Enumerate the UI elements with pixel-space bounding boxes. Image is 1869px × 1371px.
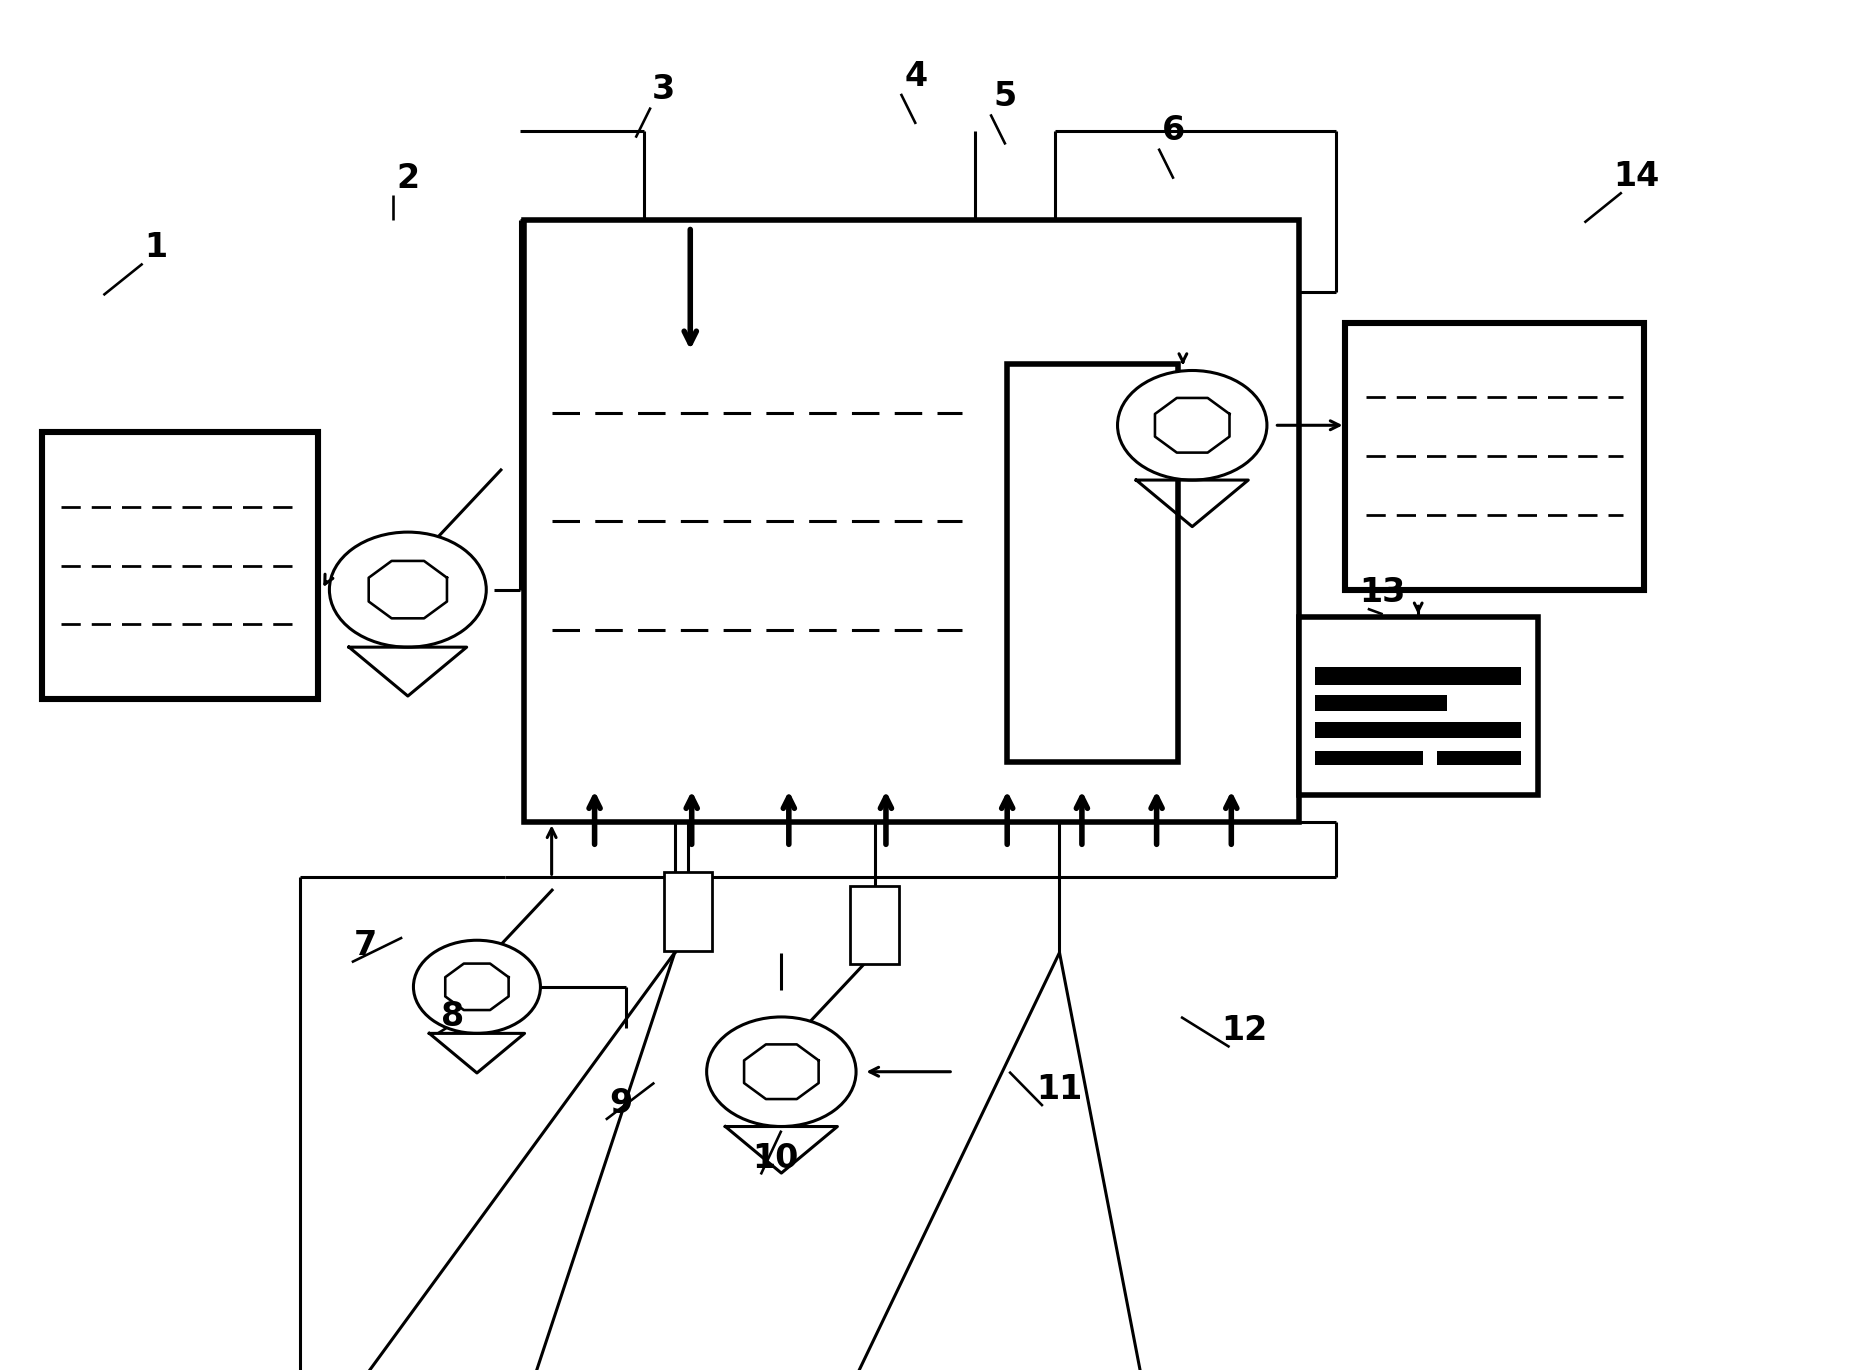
Text: 3: 3 [652, 73, 675, 106]
Text: 12: 12 [1222, 1015, 1267, 1047]
Text: 6: 6 [1163, 114, 1185, 147]
Text: 13: 13 [1359, 576, 1405, 609]
Text: 8: 8 [441, 1001, 464, 1034]
Text: 10: 10 [753, 1142, 798, 1175]
Text: 4: 4 [905, 59, 927, 92]
Bar [523, 219, 1299, 823]
Text: 9: 9 [609, 1087, 632, 1120]
Bar [1299, 617, 1538, 795]
Circle shape [1118, 370, 1267, 480]
Bar [1007, 365, 1177, 762]
Bar [663, 872, 712, 950]
Bar [41, 432, 318, 699]
Text: 7: 7 [353, 930, 376, 962]
Circle shape [329, 532, 486, 647]
Bar [1316, 723, 1521, 738]
Text: 2: 2 [396, 162, 419, 195]
Circle shape [413, 941, 540, 1034]
Text: 14: 14 [1613, 159, 1660, 192]
Bar [1316, 695, 1447, 712]
Text: 1: 1 [144, 230, 166, 263]
Text: 5: 5 [994, 80, 1017, 112]
Text: 11: 11 [1037, 1073, 1082, 1106]
Bar [850, 886, 899, 964]
Bar [1316, 750, 1422, 765]
Bar [1437, 750, 1521, 765]
Bar [1316, 666, 1521, 684]
Bar [1346, 322, 1645, 590]
Circle shape [706, 1017, 856, 1127]
